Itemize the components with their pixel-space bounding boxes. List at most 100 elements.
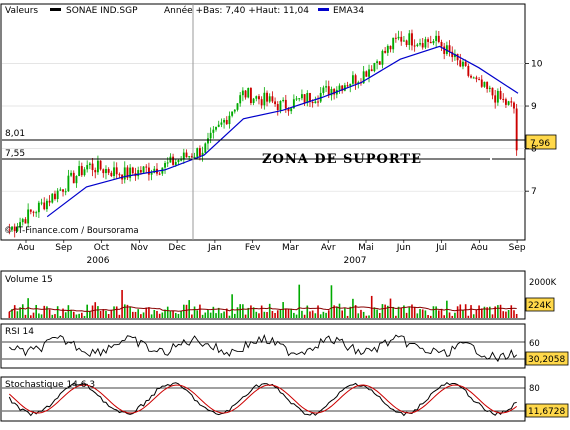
candle-body [80, 166, 83, 176]
candle-body [241, 90, 244, 96]
candle-body [496, 90, 499, 103]
price-y-ticks: 7 8 9 10 [525, 59, 543, 197]
candle-body [451, 51, 454, 58]
candle-body [258, 96, 260, 100]
candle-body [62, 189, 64, 192]
candle-body [440, 41, 443, 47]
y-tick-label: 10 [531, 59, 543, 69]
candle-body [220, 122, 223, 125]
candle-body [470, 75, 472, 78]
candle-body [394, 37, 397, 39]
candle-body [292, 99, 295, 109]
candle-body [177, 160, 180, 163]
candle-body [429, 41, 432, 44]
candle-body [185, 152, 188, 158]
candle-body [115, 167, 118, 175]
candle-body [266, 92, 268, 102]
candle-body [424, 39, 427, 48]
series-legend-label: SONAE IND.SGP [66, 6, 138, 16]
candle-body [169, 156, 172, 163]
candle-body [107, 168, 110, 173]
candle-body [263, 92, 266, 106]
candle-body [480, 79, 483, 87]
candle-body [223, 119, 226, 123]
candle-body [209, 132, 212, 139]
candle-body [499, 90, 502, 99]
candle-body [413, 45, 416, 47]
candle-body [105, 168, 107, 174]
last-price-box [525, 134, 557, 150]
candle-body [13, 226, 16, 232]
zone-annotation: ZONA DE SUPORTE [262, 152, 422, 167]
volume-tick: 2000K [529, 278, 557, 288]
year-label-2006: 2006 [87, 256, 110, 266]
candle-body [456, 53, 459, 61]
candle-body [51, 193, 54, 203]
candle-body [365, 71, 368, 77]
candle-body [279, 100, 282, 111]
candle-body [35, 212, 38, 214]
candle-body [158, 173, 161, 175]
candle-body [86, 165, 89, 170]
candle-body [180, 159, 183, 161]
candle-body [201, 152, 204, 157]
level-hi-label: 8,01 [5, 129, 25, 139]
candle-body [483, 81, 486, 87]
candle-body [491, 87, 494, 96]
candle-body [204, 143, 207, 153]
candle-body [421, 43, 424, 48]
candle-body [16, 227, 19, 232]
candle-body [322, 87, 325, 93]
candle-body [236, 103, 239, 110]
x-month-label: Aou [471, 243, 488, 253]
candle-body [233, 109, 236, 112]
candle-body [351, 75, 354, 84]
candle-body [445, 45, 448, 54]
candle-body [346, 85, 349, 87]
candle-body [217, 124, 220, 127]
candle-body [502, 98, 505, 100]
candle-body [244, 90, 247, 98]
x-month-label: Fev [245, 243, 261, 253]
candle-body [207, 138, 209, 144]
candle-body [139, 170, 142, 173]
x-month-label: Nov [131, 243, 149, 253]
candle-body [182, 152, 185, 160]
candle-body [287, 108, 290, 112]
candle-body [91, 163, 94, 171]
candle-body [72, 172, 75, 184]
stoch-last-label: 11,6728 [528, 407, 565, 417]
candle-body [131, 167, 134, 174]
candle-body [21, 219, 24, 223]
candle-body [249, 88, 252, 104]
candle-body [386, 45, 389, 53]
candle-body [368, 69, 370, 77]
candle-body [274, 101, 277, 105]
candle-body [378, 61, 381, 65]
volume-last-label: 224K [528, 301, 552, 311]
candle-body [435, 35, 438, 42]
y-tick-label: 8 [531, 145, 537, 155]
candle-body [462, 61, 464, 67]
candle-body [99, 160, 102, 170]
candle-body [504, 99, 507, 105]
candle-body [188, 156, 191, 158]
candle-body [330, 89, 333, 96]
candle-body [150, 172, 153, 175]
candle-body [405, 40, 408, 45]
candle-body [193, 156, 196, 158]
candle-body [56, 190, 59, 200]
candle-body [172, 156, 175, 165]
candle-body [475, 77, 478, 80]
candle-body [357, 82, 360, 84]
candle-body [19, 222, 22, 228]
candle-body [252, 98, 255, 104]
year-label-2007: 2007 [344, 256, 367, 266]
candle-body [75, 176, 78, 184]
volume-last-box [525, 297, 555, 312]
candle-body [142, 166, 145, 173]
candle-body [392, 37, 395, 50]
candle-body [59, 189, 62, 191]
candle-body [362, 71, 365, 84]
